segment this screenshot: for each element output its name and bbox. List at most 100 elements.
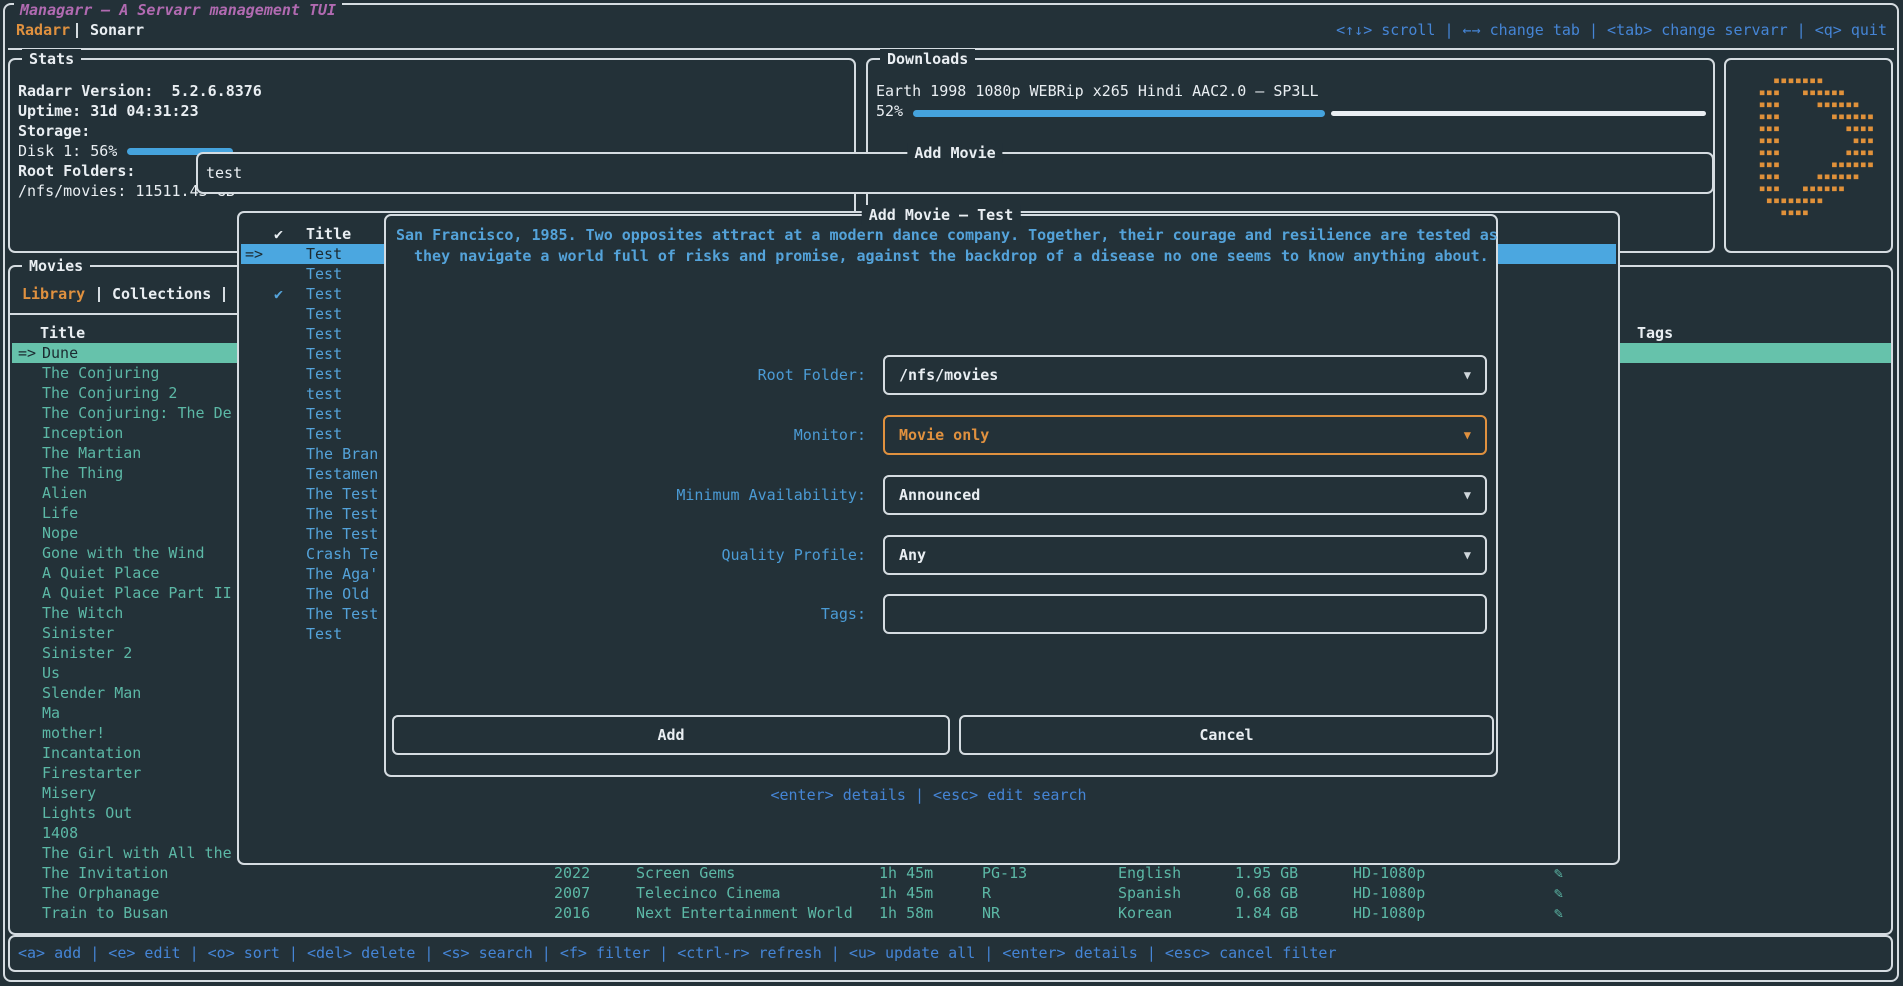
library-row[interactable]: The Girl with All the (12, 843, 1891, 863)
movie-title: The Invitation (42, 864, 169, 882)
movie-title: Sinister 2 (42, 644, 133, 662)
movie-quality: HD-1080p (1353, 864, 1426, 882)
library-row[interactable]: The Witch (12, 603, 1891, 623)
library-row[interactable]: 1408 (12, 823, 1891, 843)
library-row[interactable]: The Conjuring (12, 363, 1891, 383)
library-row[interactable]: Ma (12, 703, 1891, 723)
edit-icon[interactable]: ✎ (1554, 864, 1564, 882)
library-row[interactable]: The Conjuring 2 (12, 383, 1891, 403)
library-row[interactable]: Gone with the Wind (12, 543, 1891, 563)
search-result-row[interactable]: ✔ Test (241, 284, 1616, 304)
cancel-button[interactable]: Cancel (959, 715, 1494, 755)
quality-profile-label: Quality Profile: (721, 546, 867, 564)
tags-input[interactable] (883, 594, 1487, 634)
add-movie-search-input[interactable]: test (206, 164, 243, 182)
search-result-row[interactable]: Test (241, 364, 1616, 384)
search-result-row[interactable]: Test (241, 324, 1616, 344)
library-row[interactable]: The Invitation 2022 Screen Gems 1h 45m PG-13… (12, 863, 1891, 883)
search-result-row[interactable]: Test (241, 264, 1616, 284)
library-row[interactable]: Firestarter (12, 763, 1891, 783)
movies-tab-underline (10, 313, 240, 315)
movie-year: 2022 (554, 864, 591, 882)
library-row[interactable]: A Quiet Place (12, 563, 1891, 583)
library-row[interactable]: The Orphanage 2007 Telecinco Cinema 1h 45m R… (12, 883, 1891, 903)
selection-arrow: => (245, 245, 264, 263)
library-row[interactable]: Nope (12, 523, 1891, 543)
edit-icon[interactable]: ✎ (1554, 904, 1564, 922)
monitor-label: Monitor: (793, 426, 866, 444)
library-row[interactable]: Alien (12, 483, 1891, 503)
search-result-row[interactable]: Crash Te (241, 544, 1616, 564)
library-row[interactable]: Inception (12, 423, 1891, 443)
library-row[interactable]: Lights Out (12, 803, 1891, 823)
quality-profile-select[interactable]: Any ▼ (883, 535, 1487, 575)
search-result-row[interactable]: The Old (241, 584, 1616, 604)
search-result-row[interactable]: Testamen (241, 464, 1616, 484)
library-row[interactable]: Us (12, 663, 1891, 683)
library-row[interactable]: Slender Man (12, 683, 1891, 703)
tab-radarr[interactable]: Radarr (16, 21, 71, 39)
library-row[interactable]: The Thing (12, 463, 1891, 483)
uptime-value: 31d 04:31:23 (90, 102, 199, 120)
tab-library-label: Library (22, 285, 86, 303)
movie-title: A Quiet Place Part II (42, 584, 232, 602)
search-result-row[interactable]: The Test (241, 524, 1616, 544)
movie-runtime: 1h 45m (879, 864, 934, 882)
tab-library[interactable]: Library (22, 284, 85, 304)
add-button[interactable]: Add (392, 715, 950, 755)
root-folder-select[interactable]: /nfs/movies ▼ (883, 355, 1487, 395)
library-row[interactable]: Misery (12, 783, 1891, 803)
minimum-availability-select[interactable]: Announced ▼ (883, 475, 1487, 515)
movie-title: The Thing (42, 464, 124, 482)
app-title: Managarr – A Servarr management TUI (14, 2, 343, 20)
minimum-availability-value: Announced (899, 486, 981, 504)
search-result-row[interactable]: The Aga' (241, 564, 1616, 584)
search-result-row[interactable]: test (241, 384, 1616, 404)
movie-title: The Conjuring (42, 364, 160, 382)
search-result-row[interactable]: The Test (241, 604, 1616, 624)
tab-collections[interactable]: Collections (112, 284, 211, 304)
search-result-title: The Test (306, 525, 379, 543)
search-result-row[interactable]: Test (241, 424, 1616, 444)
movie-title: Life (42, 504, 79, 522)
search-result-row[interactable]: Test (241, 304, 1616, 324)
monitor-select[interactable]: Movie only ▼ (883, 415, 1487, 455)
library-row[interactable]: Sinister (12, 623, 1891, 643)
search-result-title: The Test (306, 505, 379, 523)
tab-sonarr[interactable]: Sonarr (90, 21, 145, 39)
movie-title: Ma (42, 704, 61, 722)
movie-title: Lights Out (42, 804, 133, 822)
search-result-row[interactable]: Test (241, 624, 1616, 644)
search-result-title: Test (306, 625, 343, 643)
library-row[interactable]: The Martian (12, 443, 1891, 463)
movie-title: Alien (42, 484, 88, 502)
movie-title: mother! (42, 724, 106, 742)
search-result-row[interactable]: Test (241, 404, 1616, 424)
search-result-title: Test (306, 365, 343, 383)
search-result-row[interactable]: The Test (241, 504, 1616, 524)
library-row[interactable]: Train to Busan 2016 Next Entertainment Wor… (12, 903, 1891, 923)
search-result-row[interactable]: The Test (241, 484, 1616, 504)
movie-description-line1: San Francisco, 1985. Two opposites attra… (396, 226, 1498, 244)
movie-title: Slender Man (42, 684, 142, 702)
edit-icon[interactable]: ✎ (1554, 884, 1564, 902)
search-result-title: Test (306, 425, 343, 443)
library-tags-header: Tags (1637, 324, 1674, 342)
add-movie-panel-title: Add Movie (907, 143, 1003, 163)
radarr-version-line: Radarr Version: 5.2.6.8376 (18, 81, 262, 101)
library-row[interactable]: Incantation (12, 743, 1891, 763)
search-result-title: The Old (306, 585, 370, 603)
library-row[interactable]: mother! (12, 723, 1891, 743)
disk-usage-line: Disk 1: 56% (18, 141, 234, 161)
monitored-check-icon: ✔ (274, 285, 284, 303)
movie-title: Us (42, 664, 61, 682)
movie-certification: NR (982, 904, 1001, 922)
library-row[interactable]: Sinister 2 (12, 643, 1891, 663)
footer-keybind-help: <a> add | <e> edit | <o> sort | <del> de… (18, 944, 1337, 962)
library-row[interactable]: A Quiet Place Part II (12, 583, 1891, 603)
search-result-row[interactable]: The Bran (241, 444, 1616, 464)
search-result-row[interactable]: Test (241, 344, 1616, 364)
library-row[interactable]: The Conjuring: The De (12, 403, 1891, 423)
library-row[interactable]: Life (12, 503, 1891, 523)
add-movie-modal: Add Movie – Test San Francisco, 1985. Tw… (384, 205, 1498, 777)
